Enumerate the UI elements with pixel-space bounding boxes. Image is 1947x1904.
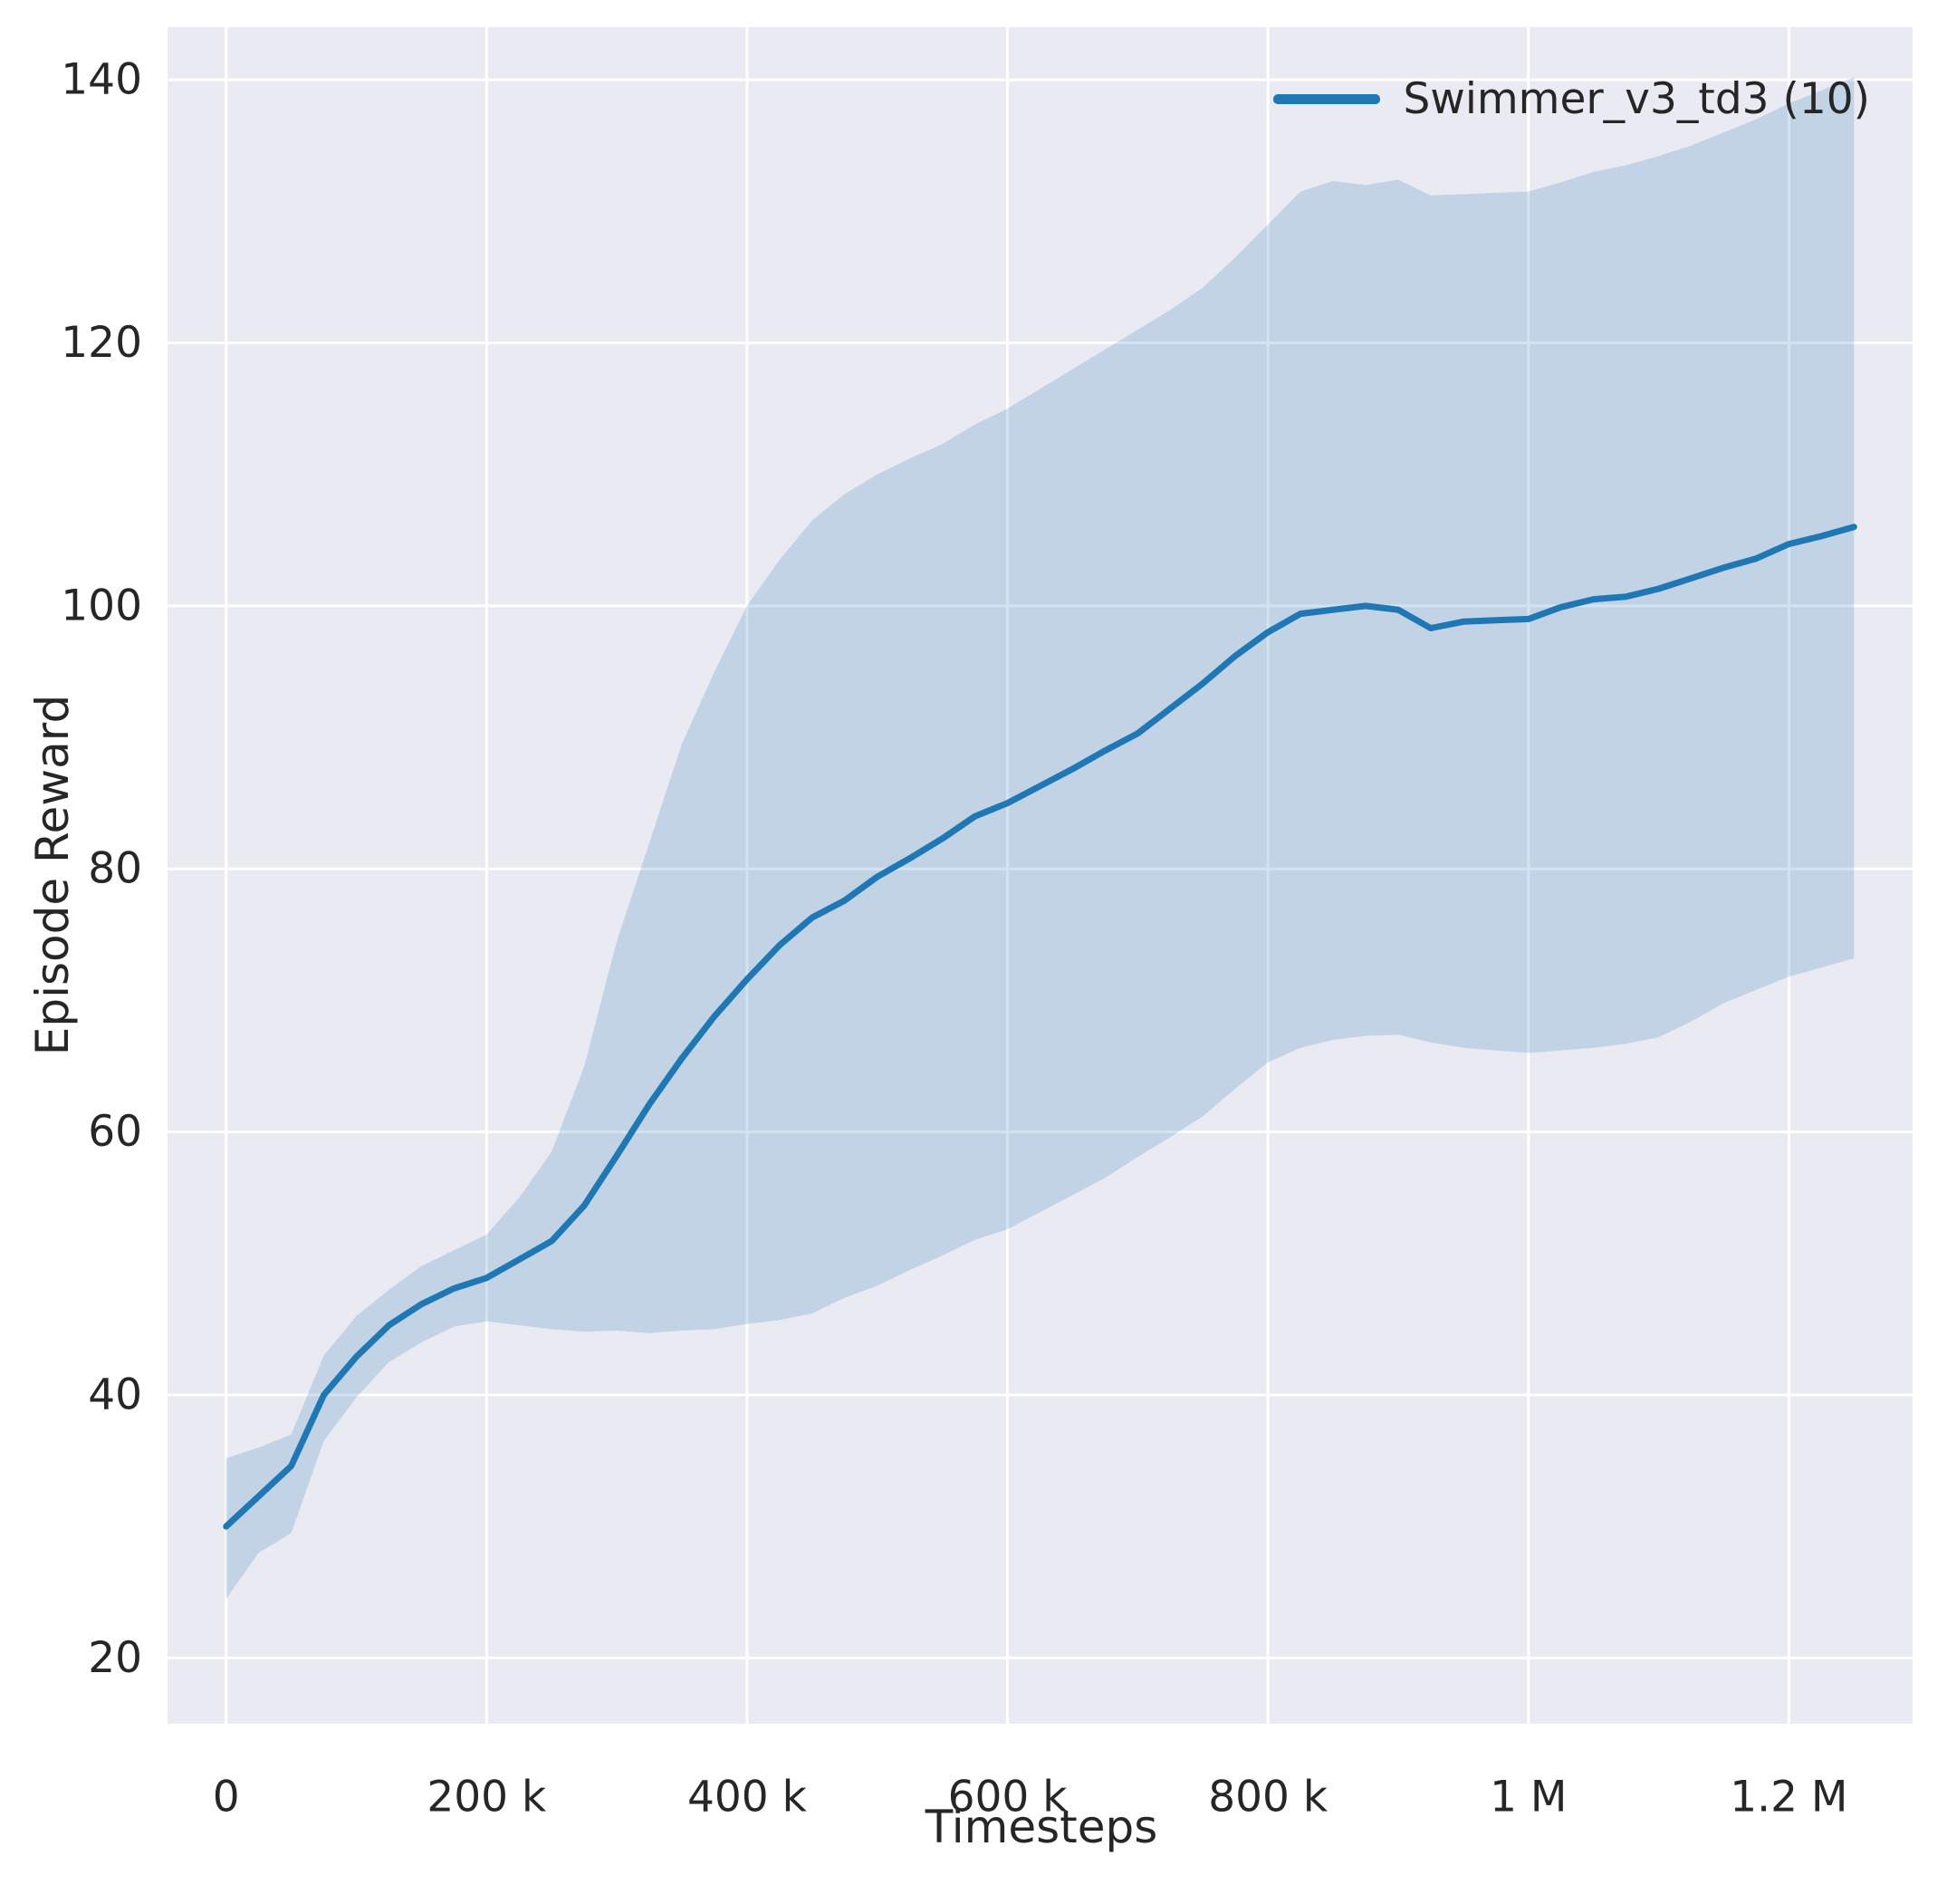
y-tick-label: 80 xyxy=(88,844,142,894)
x-tick-label: 1 M xyxy=(1490,1772,1567,1822)
plot-area xyxy=(168,27,1913,1724)
y-tick-label: 20 xyxy=(88,1633,142,1683)
y-tick-label: 140 xyxy=(61,55,142,105)
y-axis-label: Episode Reward xyxy=(26,694,79,1056)
legend-line-swatch xyxy=(1272,94,1380,104)
x-tick-label: 600 k xyxy=(948,1772,1069,1822)
x-tick-label: 800 k xyxy=(1208,1772,1328,1822)
mean-line xyxy=(223,524,1857,1530)
y-tick-label: 100 xyxy=(61,581,142,630)
y-tick-label: 60 xyxy=(88,1107,142,1157)
legend-entry-label: Swimmer_v3_td3 (10) xyxy=(1403,74,1870,124)
x-tick-label: 1.2 M xyxy=(1730,1772,1847,1822)
confidence-band xyxy=(225,77,1855,1600)
x-axis-label: Timesteps xyxy=(925,1801,1158,1853)
y-tick-label: 120 xyxy=(61,318,142,368)
x-tick-label: 200 k xyxy=(427,1772,547,1822)
y-tick-label: 40 xyxy=(88,1370,142,1420)
legend: Swimmer_v3_td3 (10) xyxy=(1272,74,1870,124)
x-tick-label: 400 k xyxy=(687,1772,808,1822)
x-tick-label: 0 xyxy=(213,1772,240,1822)
